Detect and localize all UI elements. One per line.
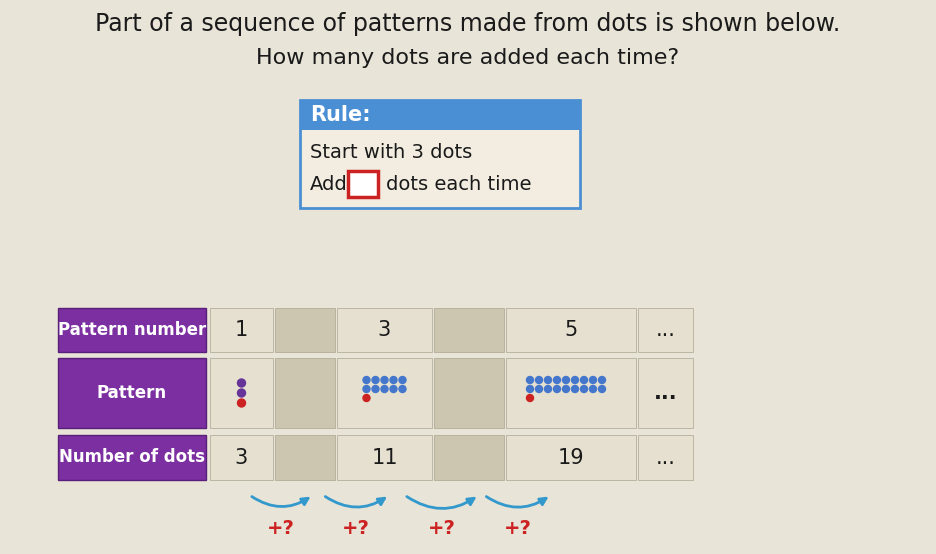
Circle shape (399, 377, 405, 383)
Circle shape (598, 377, 605, 383)
Bar (433, 358, 504, 428)
Circle shape (372, 386, 378, 392)
Bar (337, 308, 431, 352)
Bar (58, 308, 206, 352)
Text: 5: 5 (563, 320, 577, 340)
Circle shape (389, 386, 397, 392)
Bar (58, 358, 206, 428)
Text: Number of dots: Number of dots (59, 449, 205, 466)
Circle shape (553, 386, 560, 392)
Text: ...: ... (655, 320, 675, 340)
Circle shape (372, 377, 378, 383)
Circle shape (389, 377, 397, 383)
Bar (347, 171, 377, 197)
Bar (274, 358, 335, 428)
Circle shape (571, 386, 578, 392)
Circle shape (381, 377, 388, 383)
Circle shape (562, 386, 569, 392)
Text: dots each time: dots each time (386, 175, 531, 193)
Text: 19: 19 (557, 448, 584, 468)
Bar (274, 435, 335, 480)
Text: 3: 3 (377, 320, 390, 340)
Circle shape (362, 377, 370, 383)
Circle shape (589, 377, 596, 383)
Bar (637, 308, 693, 352)
Bar (505, 358, 636, 428)
Text: 3: 3 (235, 448, 248, 468)
Bar (337, 435, 431, 480)
Text: ...: ... (655, 448, 675, 468)
Circle shape (544, 386, 551, 392)
Bar (637, 435, 693, 480)
FancyBboxPatch shape (300, 100, 579, 208)
Circle shape (526, 394, 533, 402)
Bar (300, 100, 579, 130)
Circle shape (553, 377, 560, 383)
Bar (58, 435, 206, 480)
Text: +?: +? (267, 520, 295, 538)
Bar (274, 308, 335, 352)
Circle shape (526, 386, 533, 392)
Text: 1: 1 (235, 320, 248, 340)
Text: +?: +? (503, 520, 531, 538)
Text: ...: ... (653, 383, 677, 403)
Bar (637, 358, 693, 428)
Text: Pattern: Pattern (96, 384, 167, 402)
Bar (337, 358, 431, 428)
Text: Rule:: Rule: (310, 105, 371, 125)
Circle shape (589, 386, 596, 392)
Circle shape (526, 377, 533, 383)
Circle shape (362, 394, 370, 402)
Circle shape (580, 386, 587, 392)
Text: +?: +? (428, 520, 455, 538)
Circle shape (535, 377, 542, 383)
Circle shape (237, 399, 245, 407)
Text: Start with 3 dots: Start with 3 dots (310, 142, 472, 162)
Text: 11: 11 (371, 448, 397, 468)
Bar (433, 435, 504, 480)
Circle shape (571, 377, 578, 383)
Bar (210, 308, 272, 352)
Bar (210, 358, 272, 428)
Circle shape (237, 379, 245, 387)
Circle shape (580, 377, 587, 383)
Circle shape (399, 386, 405, 392)
Text: Part of a sequence of patterns made from dots is shown below.: Part of a sequence of patterns made from… (95, 12, 840, 36)
Bar (433, 308, 504, 352)
Bar (210, 435, 272, 480)
Bar (505, 435, 636, 480)
Circle shape (362, 386, 370, 392)
Circle shape (544, 377, 551, 383)
Text: +?: +? (342, 520, 370, 538)
Circle shape (598, 386, 605, 392)
Text: Pattern number: Pattern number (58, 321, 206, 339)
Circle shape (237, 389, 245, 397)
Text: How many dots are added each time?: How many dots are added each time? (256, 48, 679, 68)
Text: Add: Add (310, 175, 347, 193)
Circle shape (381, 386, 388, 392)
Circle shape (535, 386, 542, 392)
Circle shape (562, 377, 569, 383)
Bar (505, 308, 636, 352)
